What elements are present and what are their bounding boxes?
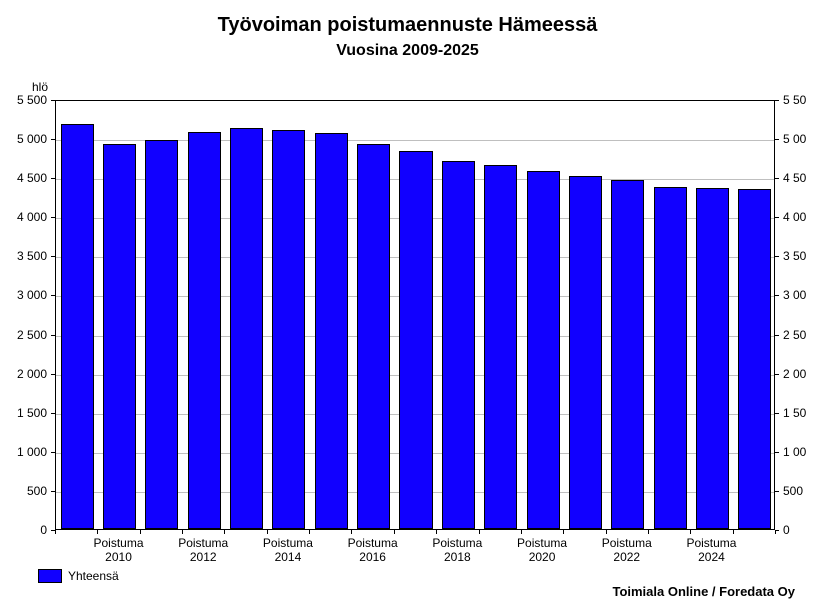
bar [272,130,305,530]
x-tick-label: Poistuma2020 [500,536,585,565]
y-tick-label-left: 1 500 [17,406,47,420]
chart-container: Työvoiman poistumaennuste Hämeessä Vuosi… [0,0,815,611]
y-tick-label-right: 0 [783,523,790,537]
x-minor-tick [606,530,607,534]
x-minor-tick [55,530,56,534]
x-minor-tick [394,530,395,534]
y-tick-label-right: 1 50 [783,406,806,420]
y-tick-label-right: 500 [783,484,803,498]
y-tick-mark-right [775,374,779,375]
bar [188,132,221,529]
x-minor-tick [563,530,564,534]
credit-text: Toimiala Online / Foredata Oy [612,584,795,599]
y-tick-mark-right [775,335,779,336]
x-tick-label: Poistuma2018 [415,536,500,565]
x-tick-label: Poistuma2014 [246,536,331,565]
y-tick-mark-left [51,139,55,140]
x-minor-tick [267,530,268,534]
legend: Yhteensä [38,569,119,583]
y-tick-mark-right [775,178,779,179]
y-tick-mark-right [775,491,779,492]
y-tick-mark-right [775,100,779,101]
y-tick-mark-left [51,335,55,336]
y-tick-label-right: 4 00 [783,210,806,224]
y-tick-mark-left [51,374,55,375]
x-tick-label: Poistuma2010 [76,536,161,565]
bar [654,187,687,529]
y-tick-mark-left [51,491,55,492]
y-tick-label-right: 3 00 [783,288,806,302]
y-tick-mark-left [51,217,55,218]
y-tick-label-right: 2 00 [783,367,806,381]
legend-swatch [38,569,62,583]
y-tick-mark-left [51,413,55,414]
bar [61,124,94,529]
y-tick-mark-left [51,295,55,296]
x-tick-label: Poistuma2024 [669,536,754,565]
y-tick-label-left: 1 000 [17,445,47,459]
x-minor-tick [140,530,141,534]
y-tick-label-right: 5 50 [783,93,806,107]
x-minor-tick [436,530,437,534]
y-tick-label-left: 2 000 [17,367,47,381]
y-tick-mark-left [51,256,55,257]
x-minor-tick [97,530,98,534]
bar [230,128,263,529]
y-tick-mark-right [775,295,779,296]
x-minor-tick [351,530,352,534]
x-minor-tick [775,530,776,534]
bar [145,140,178,529]
x-minor-tick [648,530,649,534]
y-tick-label-left: 5 000 [17,132,47,146]
x-tick-label: Poistuma2016 [330,536,415,565]
y-tick-label-left: 0 [40,523,47,537]
bar [611,180,644,529]
bar [484,165,517,529]
bar [738,189,771,529]
y-tick-label-right: 5 00 [783,132,806,146]
x-minor-tick [479,530,480,534]
bar [357,144,390,529]
x-minor-tick [733,530,734,534]
y-tick-mark-right [775,256,779,257]
bar [527,171,560,529]
x-minor-tick [182,530,183,534]
y-tick-label-left: 4 500 [17,171,47,185]
y-tick-mark-left [51,178,55,179]
y-tick-label-right: 4 50 [783,171,806,185]
bar [399,151,432,529]
bar [315,133,348,529]
chart-subtitle: Vuosina 2009-2025 [0,42,815,60]
y-tick-label-right: 2 50 [783,328,806,342]
x-minor-tick [690,530,691,534]
y-tick-label-right: 3 50 [783,249,806,263]
x-tick-label: Poistuma2012 [161,536,246,565]
y-tick-label-left: 5 500 [17,93,47,107]
y-tick-mark-right [775,452,779,453]
y-tick-mark-right [775,139,779,140]
x-minor-tick [309,530,310,534]
legend-label: Yhteensä [68,569,119,583]
bar [103,144,136,529]
y-tick-mark-right [775,217,779,218]
y-tick-label-left: 4 000 [17,210,47,224]
y-tick-mark-right [775,413,779,414]
x-minor-tick [224,530,225,534]
y-tick-mark-left [51,100,55,101]
chart-title: Työvoiman poistumaennuste Hämeessä [0,14,815,37]
y-tick-label-left: 3 500 [17,249,47,263]
y-tick-mark-left [51,452,55,453]
y-tick-label-left: 3 000 [17,288,47,302]
x-minor-tick [521,530,522,534]
bar [569,176,602,529]
y-tick-label-right: 1 00 [783,445,806,459]
plot-area [55,100,775,530]
bar [442,161,475,529]
y-tick-label-left: 500 [27,484,47,498]
x-tick-label: Poistuma2022 [584,536,669,565]
y-tick-label-left: 2 500 [17,328,47,342]
bar [696,188,729,529]
y-axis-unit-label: hlö [32,80,48,94]
